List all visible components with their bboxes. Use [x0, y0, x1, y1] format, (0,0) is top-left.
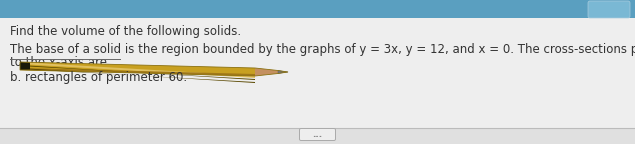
Polygon shape — [255, 68, 278, 76]
Text: The base of a solid is the region bounded by the graphs of y = 3x, y = 12, and x: The base of a solid is the region bounde… — [10, 43, 635, 56]
Polygon shape — [20, 62, 255, 78]
Bar — [0, 18, 635, 128]
Text: Find the volume of the following solids.: Find the volume of the following solids. — [10, 25, 241, 38]
Polygon shape — [20, 68, 255, 83]
Polygon shape — [20, 62, 255, 76]
Polygon shape — [20, 62, 30, 70]
FancyBboxPatch shape — [300, 128, 335, 141]
FancyBboxPatch shape — [588, 1, 630, 18]
Polygon shape — [20, 65, 255, 80]
Bar — [0, 128, 635, 144]
Text: b. rectangles of perimeter 60.: b. rectangles of perimeter 60. — [10, 71, 187, 84]
Bar — [0, 0, 635, 18]
Polygon shape — [20, 68, 255, 76]
Text: ...: ... — [312, 130, 322, 139]
Text: to the x-axis are: to the x-axis are — [10, 56, 107, 69]
Polygon shape — [278, 71, 288, 73]
